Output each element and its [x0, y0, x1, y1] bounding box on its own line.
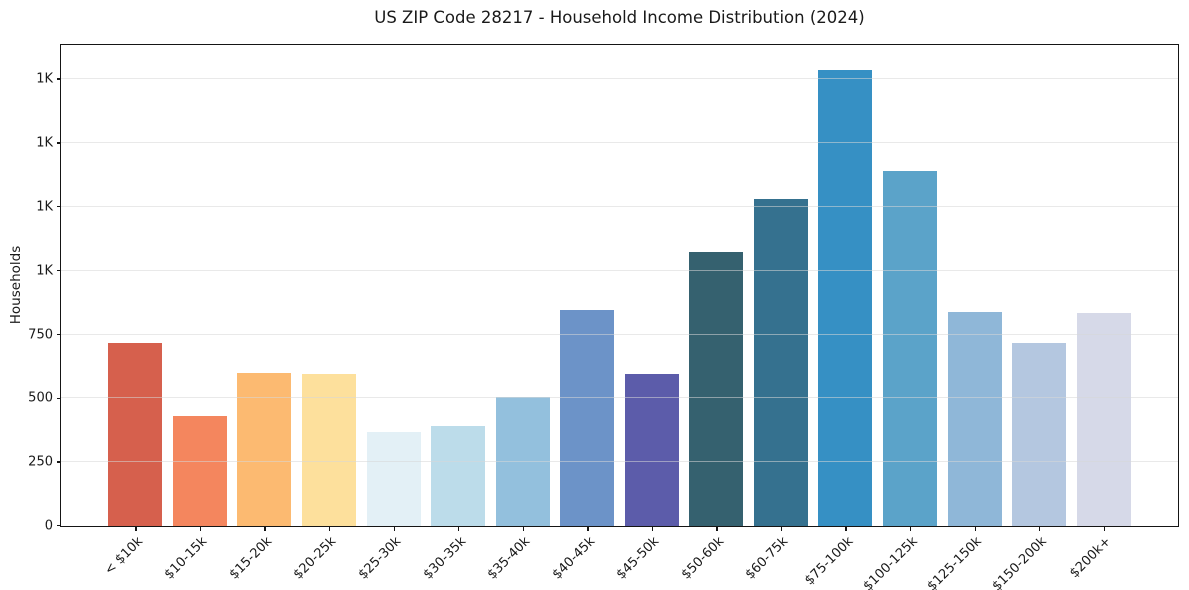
bar-cell: < $10k: [102, 45, 168, 578]
x-tick-mark: [458, 526, 460, 531]
y-tick-label: 1K: [36, 135, 53, 151]
bar: [366, 431, 421, 526]
bar-cell: $60-75k: [743, 45, 814, 582]
bar-cell: $50-60k: [678, 45, 749, 582]
x-tick-mark: [845, 526, 847, 531]
bars-row: < $10k $10-15k $15-20k $20-25k $25-30k $30-35…: [61, 45, 1178, 590]
x-tick-label: $60-75k: [743, 534, 792, 583]
x-tick-mark: [716, 526, 718, 531]
x-tick-label: $45-50k: [613, 534, 663, 583]
x-tick-label: < $10k: [101, 534, 146, 579]
y-axis-label: Households: [8, 245, 24, 325]
bar: [237, 372, 292, 526]
x-tick-label: $15-20k: [226, 534, 276, 583]
x-tick-mark: [780, 526, 783, 531]
bar: [108, 343, 163, 526]
x-tick-label: $75-100k: [801, 534, 857, 589]
bar-cell: $100-125k: [860, 45, 943, 590]
x-tick-mark: [1039, 526, 1041, 531]
x-tick-label: $150-200k: [989, 534, 1050, 590]
x-tick-label: $100-125k: [860, 534, 921, 590]
bar: [818, 70, 873, 526]
y-tick-mark: [57, 269, 61, 272]
bar-cell: $40-45k: [549, 45, 620, 582]
y-tick-mark: [57, 397, 61, 399]
x-tick-mark: [264, 526, 266, 531]
y-tick-label: 750: [28, 327, 53, 342]
bar-cell: $200k+: [1067, 45, 1136, 581]
x-tick-mark: [910, 526, 912, 531]
y-tick-mark: [57, 461, 61, 463]
bar: [560, 310, 615, 526]
bar-cell: $75-100k: [802, 45, 878, 588]
bar: [624, 374, 679, 526]
x-tick-label: $200k+: [1067, 534, 1115, 582]
x-tick-mark: [328, 526, 331, 531]
x-tick-mark: [199, 526, 202, 531]
y-tick-label: 500: [28, 390, 53, 406]
bar-cell: $150-200k: [990, 45, 1072, 590]
y-tick-label: 1K: [36, 71, 53, 87]
y-tick-mark: [57, 333, 61, 335]
bar-cell: $20-25k: [291, 45, 362, 582]
x-tick-mark: [1103, 526, 1106, 531]
x-tick-label: $25-30k: [355, 534, 405, 583]
y-tick-label: 1K: [36, 263, 53, 279]
bar: [947, 311, 1002, 526]
bar: [883, 171, 938, 526]
bar-cell: $15-20k: [227, 45, 297, 582]
bar: [495, 397, 550, 526]
x-tick-label: $125-150k: [925, 534, 986, 590]
y-tick-mark: [57, 524, 61, 526]
bar-cell: $45-50k: [614, 45, 685, 582]
bar-cell: $35-40k: [485, 45, 555, 582]
bar: [1076, 312, 1131, 526]
y-tick-label: 1K: [36, 199, 53, 215]
bar: [172, 416, 227, 526]
bar: [1012, 343, 1067, 526]
bar: [689, 251, 744, 526]
x-tick-label: $35-40k: [484, 534, 534, 583]
x-tick-mark: [522, 526, 524, 531]
bar-cell: $30-35k: [420, 45, 491, 582]
plot-area: < $10k $10-15k $15-20k $20-25k $25-30k $30-35…: [28, 44, 1179, 590]
y-tick-label: 0: [44, 518, 53, 534]
x-tick-label: $10-15k: [161, 534, 211, 583]
x-tick-mark: [651, 526, 654, 531]
bar: [301, 374, 356, 526]
x-tick-mark: [974, 526, 976, 531]
y-tick-mark: [57, 78, 61, 80]
bar-cell: $10-15k: [162, 45, 233, 582]
y-tick-label: 250: [28, 454, 53, 470]
y-tick-mark: [57, 142, 61, 144]
bar: [753, 199, 808, 526]
y-tick-mark: [57, 206, 61, 208]
x-tick-label: $50-60k: [678, 534, 727, 583]
bar-cell: $125-150k: [925, 45, 1007, 590]
x-tick-label: $40-45k: [549, 534, 598, 583]
x-tick-mark: [135, 526, 137, 531]
x-tick-label: $20-25k: [291, 534, 340, 583]
x-tick-mark: [587, 526, 589, 531]
chart-title: US ZIP Code 28217 - Household Income Dis…: [374, 8, 865, 27]
x-tick-mark: [393, 526, 395, 531]
x-tick-label: $30-35k: [420, 534, 469, 583]
bar: [431, 426, 486, 526]
bar-cell: $25-30k: [356, 45, 426, 582]
